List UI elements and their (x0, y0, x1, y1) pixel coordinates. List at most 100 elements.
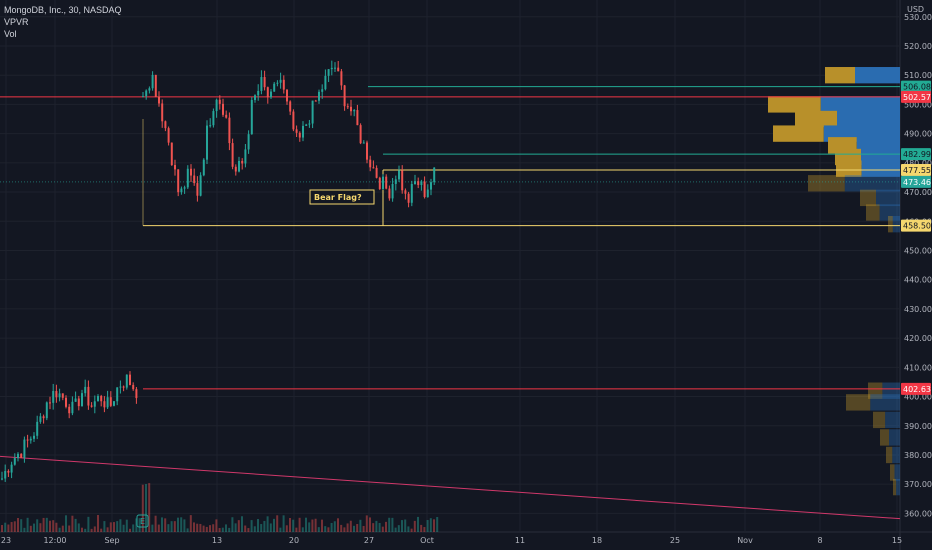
volume-bar (52, 520, 55, 532)
volume-bar (417, 516, 419, 532)
vp-bar-down (890, 464, 895, 481)
volume-bar (199, 523, 202, 532)
price-label-box (901, 80, 931, 93)
price-tick-label: 530.00 (904, 13, 932, 22)
volume-bar (218, 528, 221, 532)
vp-bar-down (768, 96, 821, 113)
volume-bar (401, 520, 403, 532)
candle-body (234, 166, 237, 172)
indicator-vpvr[interactable]: VPVR (4, 17, 29, 27)
symbol-title[interactable]: MongoDB, Inc., 30, NASDAQ (4, 5, 122, 15)
volume-bar (231, 517, 234, 532)
candle-body (97, 396, 99, 402)
candle-body (87, 386, 90, 406)
vp-bar-up (892, 216, 900, 233)
volume-bar (237, 520, 240, 532)
candle-body (423, 181, 426, 198)
time-tick-label: 18 (592, 536, 602, 545)
candle-body (218, 99, 221, 104)
candle-body (266, 87, 269, 98)
time-axis[interactable]: 23 12:00 Sep 13 20 27 Oct 11 18 25 Nov 8 15 (1, 536, 902, 545)
volume-bar (81, 527, 83, 532)
candle-body (135, 389, 138, 399)
price-tick-label: 510.00 (904, 71, 932, 80)
candle-body (394, 179, 397, 184)
volume-bar (87, 516, 90, 532)
volume-bar (244, 525, 247, 532)
candle-body (103, 401, 106, 408)
volume-bar (257, 519, 259, 532)
time-tick-label: 27 (364, 536, 374, 545)
candle-body (366, 142, 368, 160)
annotation-box (309, 189, 375, 205)
volume-bar (423, 527, 426, 532)
volume-bar (362, 525, 365, 532)
candle-body (346, 106, 349, 108)
price-label-box (901, 382, 931, 395)
candle-body (353, 110, 356, 112)
volume-bar (266, 516, 269, 532)
volume-bar (282, 515, 285, 532)
price-tick-label: 450.00 (904, 246, 932, 255)
price-tick-label: 490.00 (904, 130, 932, 139)
volume-bar (36, 519, 39, 532)
candle-body (359, 125, 362, 144)
candle-body (372, 167, 375, 169)
candle-body (212, 111, 215, 126)
time-tick-label: 13 (212, 536, 222, 545)
candle-body (113, 401, 115, 406)
volume-bar (119, 519, 122, 532)
candle-body (225, 114, 228, 118)
volume-bar (314, 518, 317, 532)
volume-bar (241, 516, 243, 532)
candle-body (375, 167, 378, 178)
candle-body (254, 95, 256, 100)
candle-body (132, 384, 135, 390)
volume-bar (49, 520, 51, 532)
chart-legend: MongoDB, Inc., 30, NASDAQ VPVR Vol (4, 4, 122, 40)
candle-body (433, 167, 436, 183)
vp-bar-down (873, 411, 886, 429)
volume-bar (413, 520, 416, 532)
trend-line (0, 455, 901, 520)
volume-bar (154, 515, 157, 532)
candle-body (49, 402, 51, 404)
candle-body (177, 169, 180, 193)
candle-body (84, 386, 87, 394)
volume-bar (381, 526, 384, 532)
candle-body (13, 458, 16, 465)
candle-body (129, 374, 131, 385)
price-tick-label: 500.00 (904, 100, 932, 109)
volume-bar (196, 523, 199, 532)
volume-bar (151, 524, 154, 532)
candle-body (119, 386, 122, 388)
volume-bar (407, 526, 410, 532)
candle-body (321, 89, 324, 92)
volume-bar (193, 522, 195, 532)
candle-body (302, 125, 304, 138)
vp-bar-down (880, 429, 889, 446)
candle-body (385, 176, 388, 189)
price-axis[interactable]: USD 360.00 370.00 380.00 390.00 400.00 410.00 4… (901, 5, 932, 518)
volume-bar (13, 521, 16, 532)
volume-bar (90, 528, 93, 532)
price-label-text: 477.55 (903, 166, 931, 175)
volume-bar (340, 524, 343, 532)
candle-body (238, 160, 240, 172)
volume-bar (61, 525, 64, 532)
candle-body (29, 438, 32, 441)
volume-bar (420, 524, 423, 532)
volume-bar (298, 517, 301, 532)
price-label-box (901, 175, 931, 188)
volume-bar (330, 522, 333, 532)
volume-bar (365, 515, 368, 532)
candle-body (142, 96, 144, 98)
candle-body (71, 401, 74, 414)
indicator-vol[interactable]: Vol (4, 29, 17, 39)
vp-bar-up (889, 429, 900, 446)
candle-body (148, 88, 151, 91)
candle-body (74, 398, 77, 402)
volume-bar (189, 515, 192, 532)
candles (1, 60, 436, 482)
